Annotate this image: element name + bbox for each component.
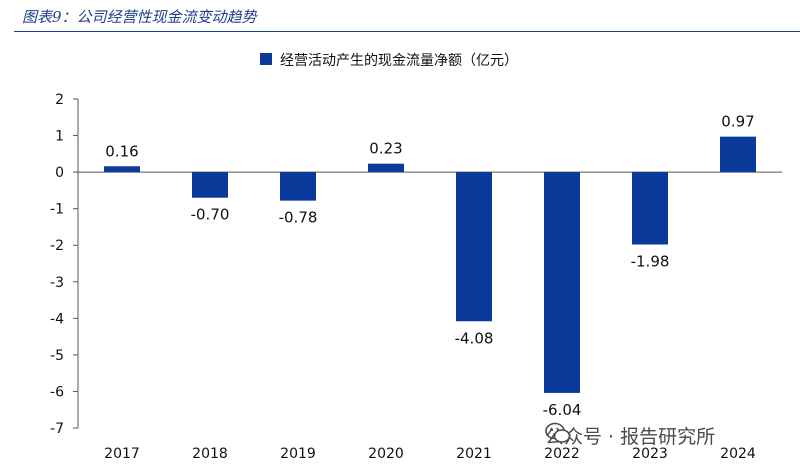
- x-tick-label-2024: 2024: [720, 446, 756, 462]
- data-label-2017: 0.16: [105, 142, 138, 160]
- bar-2017: [104, 166, 140, 173]
- bar-2019: [280, 172, 316, 201]
- legend-label: 经营活动产生的现金流量净额（亿元）: [280, 53, 518, 69]
- bar-2020: [368, 163, 404, 173]
- legend-swatch: [260, 53, 272, 65]
- y-tick-label: -4: [50, 311, 64, 327]
- y-tick-label: -1: [50, 202, 64, 218]
- x-tick-label-2017: 2017: [104, 446, 140, 462]
- y-tick-label: 1: [55, 129, 64, 145]
- bar-2018: [192, 172, 228, 198]
- data-label-2023: -1.98: [631, 252, 670, 270]
- y-tick-label: -7: [50, 421, 64, 437]
- bar-2022: [544, 172, 580, 393]
- x-tick-label-2020: 2020: [368, 446, 404, 462]
- watermark-text: 公众号 · 报告研究所: [545, 426, 716, 448]
- data-label-2022: -6.04: [543, 401, 582, 419]
- data-label-2021: -4.08: [455, 329, 494, 347]
- x-tick-label-2019: 2019: [280, 446, 316, 462]
- y-tick-label: -2: [50, 238, 64, 254]
- bar-2021: [456, 172, 492, 322]
- y-tick-label: 2: [55, 92, 64, 108]
- data-label-2024: 0.97: [721, 113, 754, 131]
- y-tick-label: -3: [50, 275, 64, 291]
- x-tick-label-2022: 2022: [544, 446, 580, 462]
- data-label-2020: 0.23: [369, 140, 402, 158]
- caption-divider: [14, 31, 800, 32]
- y-tick-label: -5: [50, 348, 64, 364]
- data-label-2019: -0.78: [279, 209, 318, 227]
- y-tick-label: -6: [50, 384, 64, 400]
- bar-2023: [632, 172, 668, 245]
- x-tick-label-2023: 2023: [632, 446, 668, 462]
- bar-2024: [720, 136, 756, 173]
- watermark: 公众号 · 报告研究所: [545, 422, 715, 449]
- y-tick-label: 0: [55, 165, 64, 181]
- wechat-icon: [545, 422, 571, 443]
- x-tick-label-2021: 2021: [456, 446, 492, 462]
- data-label-2018: -0.70: [191, 206, 230, 224]
- x-tick-label-2018: 2018: [192, 446, 228, 462]
- figure-caption: 图表9：公司经营性现金流变动趋势: [22, 8, 257, 26]
